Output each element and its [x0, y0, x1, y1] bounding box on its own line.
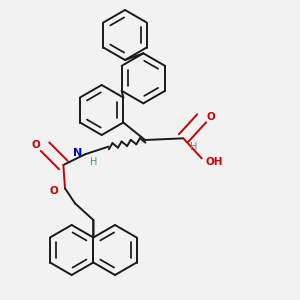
Text: N: N — [73, 148, 82, 158]
Text: H: H — [190, 142, 197, 152]
Text: H: H — [90, 157, 98, 167]
Text: O: O — [31, 140, 40, 150]
Text: OH: OH — [205, 157, 223, 167]
Text: O: O — [50, 186, 58, 196]
Text: O: O — [207, 112, 215, 122]
